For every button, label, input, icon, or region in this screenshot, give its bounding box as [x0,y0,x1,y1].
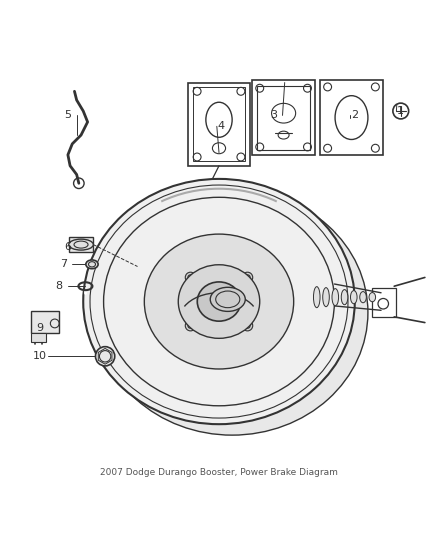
Ellipse shape [369,293,376,302]
Text: 9: 9 [36,323,43,333]
Bar [372,288,396,317]
Ellipse shape [197,282,241,321]
Text: 6: 6 [64,242,71,252]
Bar [252,80,315,155]
Circle shape [242,272,253,282]
Text: 1: 1 [397,106,404,116]
Bar [320,80,383,155]
Bar [188,83,250,166]
Bar [257,86,310,150]
Bar [31,311,59,333]
Ellipse shape [350,290,357,304]
Text: 8: 8 [56,281,63,291]
Text: 2007 Dodge Durango Booster, Power Brake Diagram: 2007 Dodge Durango Booster, Power Brake … [100,468,338,477]
Bar [69,237,93,253]
Ellipse shape [360,292,366,303]
Ellipse shape [210,287,245,311]
Circle shape [242,320,253,331]
Ellipse shape [332,288,339,306]
Bar [193,87,245,161]
Text: 10: 10 [32,351,46,361]
Ellipse shape [341,289,348,305]
Ellipse shape [96,190,368,435]
Ellipse shape [323,288,329,306]
Ellipse shape [83,179,355,424]
Ellipse shape [314,287,320,308]
Circle shape [95,346,115,366]
Ellipse shape [178,265,260,338]
Circle shape [185,272,196,282]
Ellipse shape [69,239,93,250]
Ellipse shape [86,260,98,269]
Text: 4: 4 [218,122,225,131]
Circle shape [185,320,196,331]
Text: 5: 5 [64,110,71,120]
Ellipse shape [144,234,293,369]
Text: 2: 2 [351,110,358,120]
Text: 7: 7 [60,260,67,269]
Bar [31,333,46,342]
Text: 3: 3 [270,110,277,120]
